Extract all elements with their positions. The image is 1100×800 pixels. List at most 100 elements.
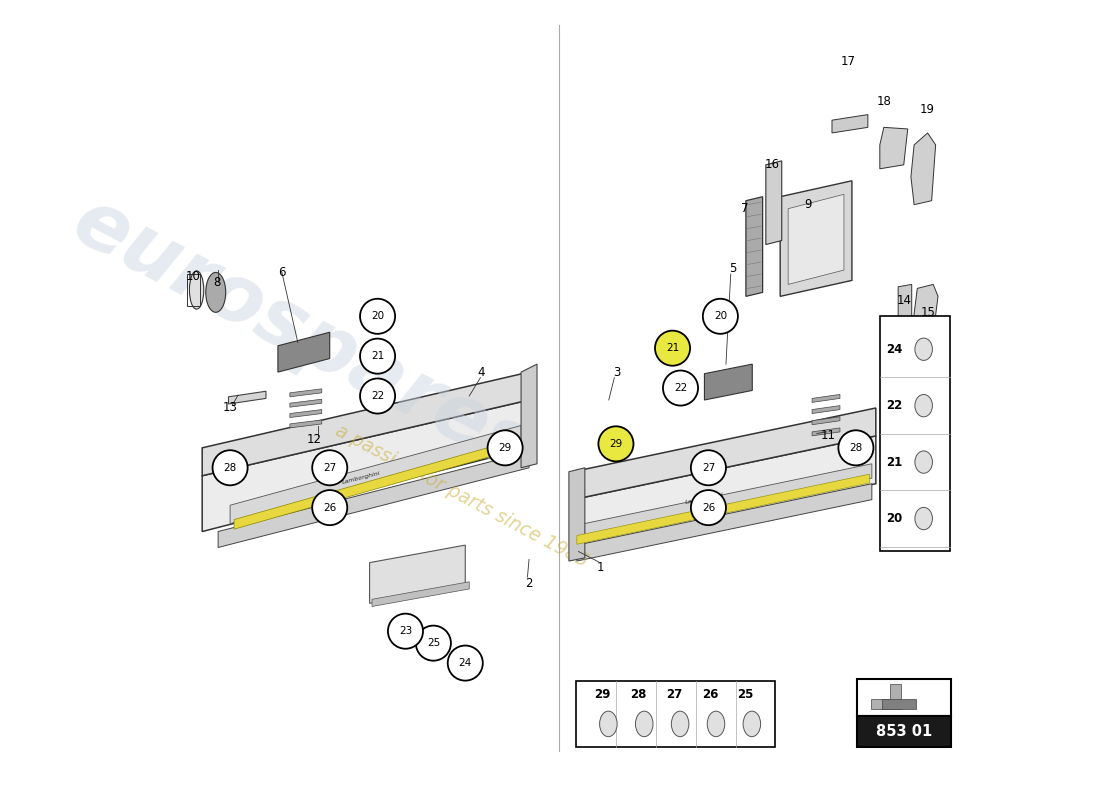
Polygon shape <box>290 410 322 418</box>
Ellipse shape <box>707 711 725 737</box>
Ellipse shape <box>636 711 653 737</box>
Polygon shape <box>788 194 844 285</box>
Text: 7: 7 <box>740 202 748 215</box>
Text: 1: 1 <box>597 561 605 574</box>
Polygon shape <box>573 436 876 547</box>
Text: 3: 3 <box>613 366 620 378</box>
Polygon shape <box>576 474 869 544</box>
Polygon shape <box>812 406 840 414</box>
Text: 23: 23 <box>399 626 412 636</box>
Text: 853 01: 853 01 <box>876 724 932 738</box>
Text: 21: 21 <box>887 456 902 469</box>
Polygon shape <box>704 364 752 400</box>
Text: 13: 13 <box>222 402 238 414</box>
Circle shape <box>212 450 248 486</box>
Text: 22: 22 <box>887 399 902 412</box>
Ellipse shape <box>915 451 933 474</box>
Circle shape <box>360 378 395 414</box>
Text: 5: 5 <box>728 262 736 275</box>
Circle shape <box>598 426 634 462</box>
Ellipse shape <box>600 711 617 737</box>
Text: 18: 18 <box>877 94 891 107</box>
Text: 16: 16 <box>764 158 780 171</box>
Text: 19: 19 <box>921 102 935 115</box>
Circle shape <box>487 430 522 466</box>
Polygon shape <box>290 399 322 407</box>
Ellipse shape <box>189 271 204 309</box>
Polygon shape <box>832 114 868 133</box>
Circle shape <box>691 490 726 525</box>
FancyBboxPatch shape <box>880 316 950 551</box>
Text: 17: 17 <box>840 54 856 68</box>
Polygon shape <box>230 426 521 523</box>
Polygon shape <box>576 464 872 539</box>
Text: a passion for parts since 1985: a passion for parts since 1985 <box>332 421 591 570</box>
Text: 27: 27 <box>323 462 337 473</box>
Polygon shape <box>882 699 916 709</box>
Text: 21: 21 <box>666 343 679 353</box>
Text: 26: 26 <box>702 688 718 701</box>
Text: 25: 25 <box>737 688 754 701</box>
Text: 10: 10 <box>185 270 200 283</box>
Polygon shape <box>218 452 529 547</box>
Text: 27: 27 <box>666 688 682 701</box>
Text: 15: 15 <box>921 306 936 319</box>
Ellipse shape <box>671 711 689 737</box>
Text: 27: 27 <box>702 462 715 473</box>
Polygon shape <box>370 545 465 603</box>
FancyBboxPatch shape <box>857 679 950 716</box>
Circle shape <box>388 614 424 649</box>
Polygon shape <box>780 181 851 296</box>
Text: 22: 22 <box>371 391 384 401</box>
Polygon shape <box>521 364 537 468</box>
Text: 22: 22 <box>674 383 688 393</box>
Polygon shape <box>372 582 470 606</box>
Polygon shape <box>871 685 901 709</box>
Circle shape <box>448 646 483 681</box>
Polygon shape <box>278 332 330 372</box>
Text: 20: 20 <box>887 512 902 525</box>
Text: 20: 20 <box>714 311 727 322</box>
Ellipse shape <box>206 273 225 312</box>
Text: eurospares: eurospares <box>58 182 544 490</box>
Circle shape <box>663 370 698 406</box>
Text: 2: 2 <box>526 577 532 590</box>
Polygon shape <box>573 408 876 500</box>
Polygon shape <box>899 285 912 320</box>
Polygon shape <box>290 389 322 397</box>
Text: 20: 20 <box>371 311 384 322</box>
Circle shape <box>360 298 395 334</box>
Circle shape <box>691 450 726 486</box>
Ellipse shape <box>744 711 760 737</box>
Text: 4: 4 <box>477 366 485 378</box>
Circle shape <box>360 338 395 374</box>
Circle shape <box>654 330 690 366</box>
Ellipse shape <box>915 338 933 360</box>
Polygon shape <box>913 285 938 336</box>
Text: 12: 12 <box>306 434 321 446</box>
Ellipse shape <box>915 507 933 530</box>
FancyBboxPatch shape <box>857 716 950 746</box>
Circle shape <box>312 490 348 525</box>
Text: 29: 29 <box>609 439 623 449</box>
FancyBboxPatch shape <box>576 682 775 746</box>
Text: 21: 21 <box>371 351 384 361</box>
Polygon shape <box>812 394 840 402</box>
Text: 11: 11 <box>821 430 836 442</box>
Circle shape <box>416 626 451 661</box>
Text: 6: 6 <box>278 266 286 279</box>
Polygon shape <box>229 391 266 404</box>
Text: 28: 28 <box>630 688 647 701</box>
Text: 26: 26 <box>323 502 337 513</box>
Polygon shape <box>569 468 585 561</box>
Polygon shape <box>766 161 782 245</box>
Polygon shape <box>234 438 521 529</box>
Text: 24: 24 <box>459 658 472 668</box>
Text: 29: 29 <box>594 688 610 701</box>
Polygon shape <box>290 420 322 428</box>
Text: Lamborghini: Lamborghini <box>684 491 724 505</box>
Text: 28: 28 <box>223 462 236 473</box>
Text: 25: 25 <box>427 638 440 648</box>
Circle shape <box>703 298 738 334</box>
Text: 28: 28 <box>849 443 862 453</box>
